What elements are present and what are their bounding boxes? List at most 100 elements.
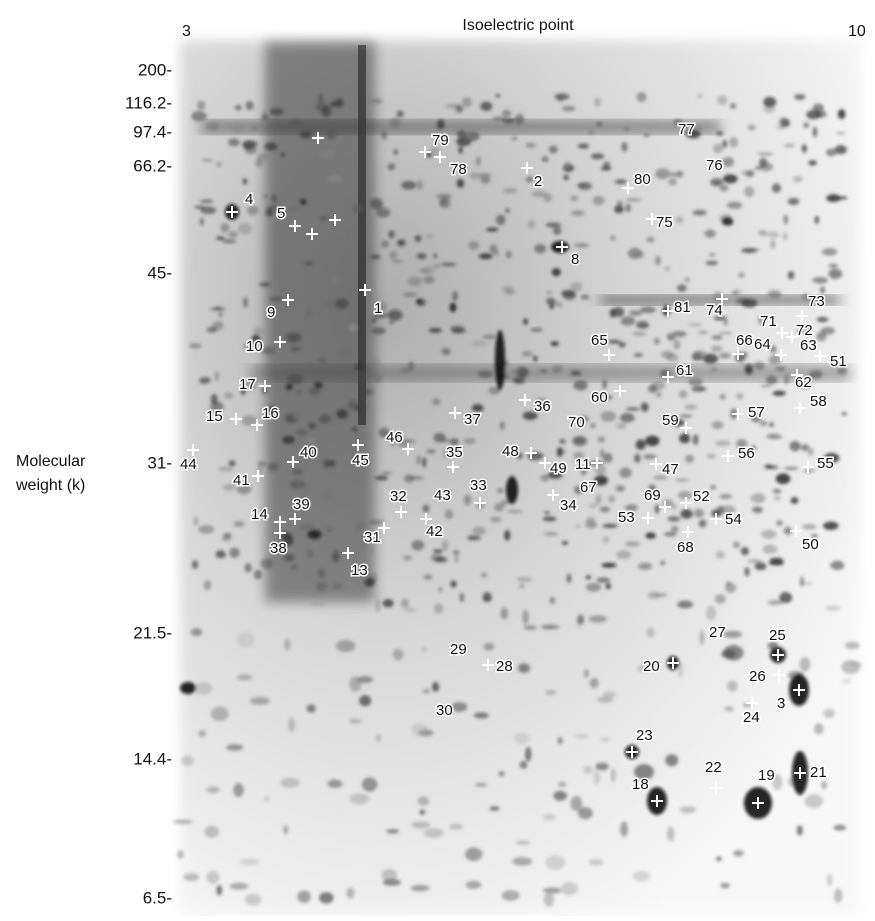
gel-spot bbox=[570, 282, 582, 292]
gel-spot bbox=[479, 253, 493, 259]
spot-label: 28 bbox=[496, 658, 513, 675]
gel-spot bbox=[712, 335, 723, 340]
gel-spot bbox=[654, 338, 659, 345]
gel-spot bbox=[706, 606, 716, 620]
gel-spot bbox=[613, 307, 624, 317]
gel-spot bbox=[233, 783, 243, 797]
gel-spot bbox=[823, 709, 835, 718]
gel-spot bbox=[597, 577, 611, 583]
gel-spot bbox=[633, 871, 650, 882]
gel-spot bbox=[793, 176, 803, 182]
gel-spot bbox=[553, 791, 567, 801]
gel-spot bbox=[231, 123, 244, 133]
gel-spot bbox=[305, 262, 313, 266]
gel-spot bbox=[197, 100, 205, 110]
gel-spot bbox=[307, 530, 321, 539]
gel-spot bbox=[719, 184, 728, 191]
gel-spot bbox=[362, 777, 377, 791]
gel-spot bbox=[259, 283, 270, 287]
gel-spot bbox=[549, 145, 558, 153]
spot-label: 38 bbox=[270, 540, 287, 557]
gel-spot bbox=[376, 734, 382, 742]
gel-spot bbox=[349, 324, 358, 332]
spot-label: 44 bbox=[180, 456, 197, 473]
gel-spot bbox=[769, 423, 773, 427]
gel-spot bbox=[443, 202, 452, 209]
gel-spot bbox=[460, 593, 464, 603]
gel-spot bbox=[715, 594, 726, 603]
spot-label: 9 bbox=[267, 304, 275, 321]
spot-label: 23 bbox=[636, 727, 653, 744]
gel-spot bbox=[688, 323, 702, 326]
gel-spot bbox=[200, 206, 216, 214]
gel-spot bbox=[411, 822, 430, 829]
gel-spot bbox=[738, 273, 744, 278]
gel-spot bbox=[572, 436, 587, 446]
gel-spot bbox=[219, 312, 223, 318]
gel-spot bbox=[217, 885, 223, 896]
gel-spot bbox=[590, 678, 599, 688]
gel-spot bbox=[661, 351, 673, 359]
gel-spot bbox=[802, 144, 807, 153]
gel-spot bbox=[583, 766, 593, 774]
spot-label: 47 bbox=[662, 461, 679, 478]
gel-spot bbox=[563, 175, 568, 181]
gel-spot bbox=[270, 108, 284, 115]
gel-spot bbox=[616, 485, 625, 491]
gel-spot bbox=[352, 428, 357, 431]
gel-spot bbox=[776, 366, 786, 371]
gel-spot bbox=[517, 577, 532, 582]
gel-spot bbox=[207, 327, 218, 333]
gel-spot bbox=[830, 561, 844, 570]
gel-spot bbox=[592, 196, 604, 205]
gel-spot bbox=[422, 647, 426, 651]
spot-label: 74 bbox=[706, 302, 723, 319]
gel-spot bbox=[330, 102, 335, 108]
gel-spot bbox=[422, 266, 435, 275]
spot-label: 45 bbox=[352, 452, 369, 469]
gel-spot bbox=[715, 441, 730, 446]
gel-spot bbox=[736, 298, 749, 305]
gel-spot bbox=[772, 183, 781, 192]
gel-spot bbox=[474, 713, 489, 719]
spot-label: 56 bbox=[738, 445, 755, 462]
gel-spot bbox=[411, 723, 427, 736]
gel-spot bbox=[238, 223, 252, 234]
gel-spot bbox=[733, 541, 740, 548]
gel-spot bbox=[677, 170, 682, 177]
gel-spot bbox=[601, 411, 617, 422]
gel-spot bbox=[261, 559, 273, 569]
gel-spot bbox=[314, 382, 322, 388]
gel-spot bbox=[504, 530, 510, 541]
gel-spot bbox=[723, 174, 737, 183]
gel-spot bbox=[561, 882, 578, 896]
gel-spot bbox=[333, 583, 343, 589]
gel-spot bbox=[501, 608, 509, 620]
y-tick-label: 66.2- bbox=[133, 156, 172, 175]
spot-label: 81 bbox=[674, 299, 691, 316]
gel-spot bbox=[562, 541, 568, 545]
gel-spot bbox=[754, 166, 762, 169]
gel-spot bbox=[665, 267, 669, 270]
gel-spot bbox=[783, 232, 787, 240]
spot-label: 15 bbox=[206, 408, 223, 425]
gel-spot bbox=[777, 125, 785, 130]
gel-spot bbox=[716, 131, 723, 136]
gel-spot bbox=[727, 681, 738, 692]
title: Isoelectric point bbox=[462, 17, 574, 34]
gel-spot bbox=[207, 871, 220, 884]
gel-spot bbox=[433, 253, 437, 259]
gel-spot bbox=[452, 291, 458, 301]
gel-spot bbox=[531, 328, 543, 331]
gel-spot bbox=[660, 561, 665, 566]
gel-spot bbox=[465, 848, 482, 861]
gel-spot bbox=[470, 172, 479, 179]
gel-spot bbox=[338, 350, 352, 356]
gel-spot bbox=[234, 521, 245, 527]
gel-spot bbox=[207, 786, 220, 793]
spot-label: 16 bbox=[262, 405, 279, 422]
gel-spot bbox=[425, 235, 434, 238]
spot-label: 67 bbox=[580, 479, 597, 496]
gel-spot bbox=[204, 826, 219, 838]
gel-spot bbox=[808, 160, 817, 165]
